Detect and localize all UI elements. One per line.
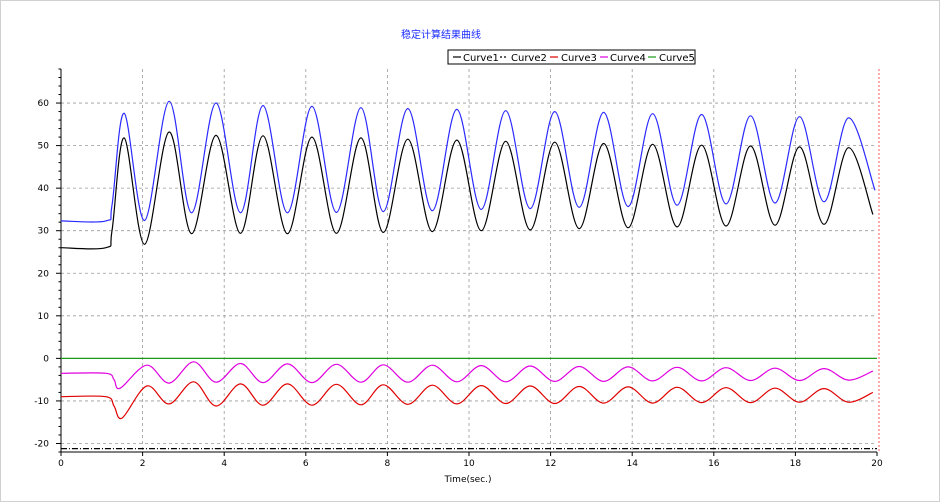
x-tick-label: 0 [58,459,64,469]
y-tick-label: 40 [38,184,50,194]
legend-label-curve2: Curve2 [511,53,547,64]
y-tick-label: 50 [38,142,50,152]
legend-label-curve3: Curve3 [561,53,597,64]
legend-item-curve3: Curve3 [550,53,597,64]
x-tick-label: 16 [708,459,720,469]
y-tick-label: 60 [38,99,50,109]
x-tick-label: 14 [626,459,638,469]
x-tick-label: 12 [545,459,556,469]
y-tick-label: -10 [34,397,49,407]
x-tick-label: 20 [871,459,883,469]
x-tick-label: 2 [140,459,146,469]
x-tick-label: 6 [303,459,309,469]
series-line-curve4 [60,361,874,390]
x-tick-label: 8 [385,459,391,469]
legend-box [447,49,696,65]
legend-item-curve1: Curve1 [453,53,499,64]
y-tick-label: -20 [34,439,49,449]
legend-item-curve5: Curve5 [648,53,695,64]
legend-item-curve4: Curve4 [600,53,646,64]
legend: Curve1 Curve2 Curve3 Curve4 Curve5 [447,49,696,65]
series-line-curve6 [60,100,876,223]
y-tick-label: 0 [43,354,49,364]
x-axis-label: Time(sec.) [443,475,491,485]
x-tick-label: 4 [221,459,227,469]
x-tick-label: 10 [463,459,475,469]
chart-title: 稳定计算结果曲线 [401,28,481,41]
plot-area: 0 2 4 6 8 10 12 14 16 18 20 60 50 40 30 20 10 0 -10 -20 [34,68,883,469]
series-line-curve3 [60,381,874,420]
legend-label-curve4: Curve4 [610,53,646,64]
x-tick-label: 18 [790,459,802,469]
legend-label-curve1: Curve1 [463,53,499,64]
legend-item-curve2: Curve2 [500,53,547,64]
legend-label-curve5: Curve5 [659,53,695,64]
y-tick-label: 10 [38,312,50,322]
y-tick-label: 20 [38,269,50,279]
series-line-curve1 [60,131,874,250]
y-tick-label: 30 [38,227,50,237]
